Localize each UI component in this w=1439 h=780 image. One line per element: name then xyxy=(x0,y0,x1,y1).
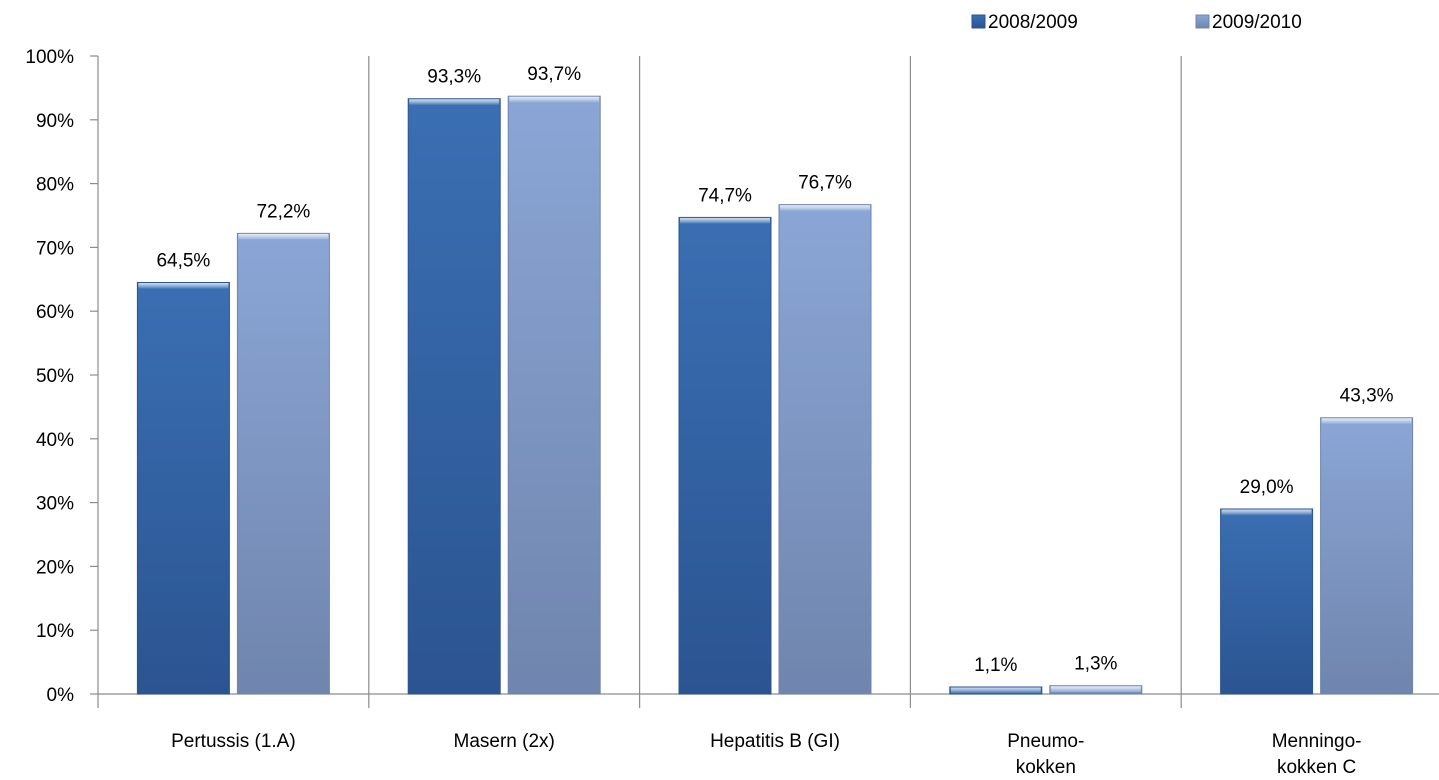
y-tick-label: 30% xyxy=(36,494,74,515)
category-label: Pertussis (1.A) xyxy=(171,731,296,752)
y-tick-label: 10% xyxy=(36,621,74,642)
y-tick-label: 80% xyxy=(36,175,74,196)
data-label: 93,7% xyxy=(527,64,581,85)
bar-2009-2010-1 xyxy=(507,95,601,695)
legend-swatch xyxy=(1195,14,1210,29)
y-tick-label: 40% xyxy=(36,430,74,451)
bar-cap xyxy=(680,217,770,224)
category-label: Menningo-kokken C xyxy=(1272,731,1362,778)
bars-layer xyxy=(136,95,1414,695)
y-tick-label: 50% xyxy=(36,366,74,387)
bar-cap xyxy=(780,205,870,212)
data-label: 43,3% xyxy=(1340,386,1394,407)
data-label: 72,2% xyxy=(256,201,310,222)
axis-layer: 0% 10% 20% 30% 40% 50% 60% 70% 80% 90% 100% xyxy=(25,47,1439,708)
bar-cap xyxy=(509,96,600,103)
legend-swatch xyxy=(971,14,986,29)
bar-2009-2010-0 xyxy=(236,232,330,695)
bar-2008-2009-2 xyxy=(678,216,772,695)
y-tick-label: 90% xyxy=(36,111,74,132)
y-tick-label: 20% xyxy=(36,557,74,578)
bar-cap xyxy=(138,282,229,289)
data-label: 93,3% xyxy=(427,67,481,88)
data-label: 1,3% xyxy=(1074,654,1117,675)
category-label: Pneumo-kokken xyxy=(1007,731,1084,778)
y-tick-label: 0% xyxy=(47,685,75,706)
category-label: Hepatitis B (GI) xyxy=(710,731,840,752)
data-label: 29,0% xyxy=(1240,477,1294,498)
y-tick-label: 70% xyxy=(36,238,74,259)
data-label: 64,5% xyxy=(156,250,210,271)
legend-label: 2009/2010 xyxy=(1212,12,1302,33)
bar-2008-2009-0 xyxy=(136,281,230,695)
category-label: Masern (2x) xyxy=(454,731,555,752)
data-label: 1,1% xyxy=(974,655,1017,676)
bar-cap xyxy=(409,99,500,106)
legend: 2008/2009 2009/2010 xyxy=(971,12,1302,33)
bar-2008-2009-4 xyxy=(1220,508,1314,695)
bar-2008-2009-1 xyxy=(407,98,501,695)
legend-label: 2008/2009 xyxy=(988,12,1078,33)
y-tick-label: 100% xyxy=(25,47,74,68)
y-tick-label: 60% xyxy=(36,302,74,323)
bar-2009-2010-2 xyxy=(778,204,872,695)
bar-cap xyxy=(1221,509,1312,516)
data-label: 74,7% xyxy=(698,185,752,206)
data-label: 76,7% xyxy=(798,173,852,194)
labels-layer: 64,5% 72,2% Pertussis (1.A) 93,3% 93,7% Maser… xyxy=(156,64,1393,778)
bar-cap xyxy=(1050,686,1141,693)
bar-2009-2010-4 xyxy=(1320,417,1414,695)
bar-cap xyxy=(950,687,1041,694)
bar-cap xyxy=(1321,418,1412,425)
bar-cap xyxy=(238,233,329,240)
